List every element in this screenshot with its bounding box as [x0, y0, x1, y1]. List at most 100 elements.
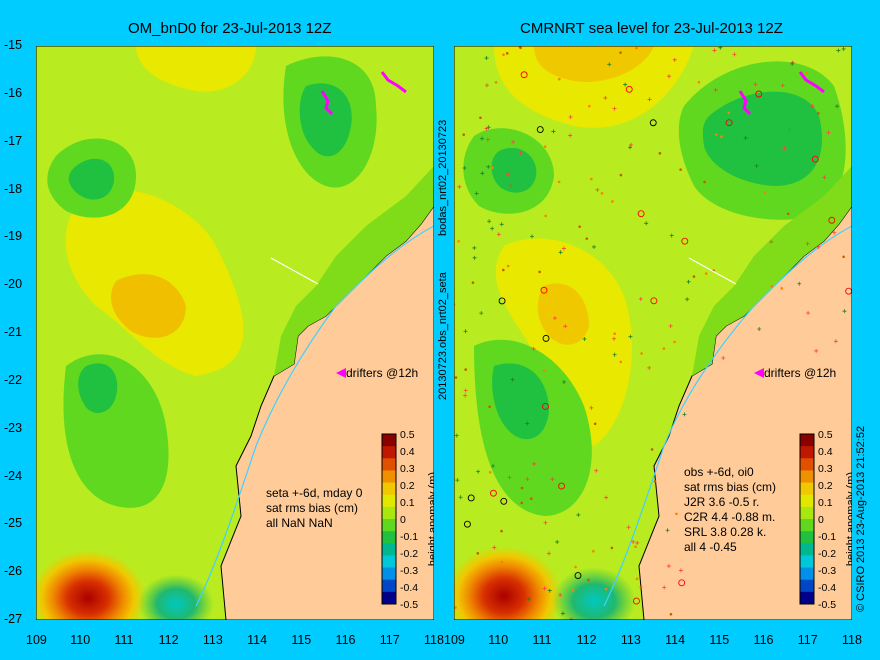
- lon-tick-label: 115: [709, 633, 730, 647]
- colorbar-swatch: [382, 567, 396, 581]
- lon-tick-label: 115: [291, 633, 312, 647]
- colorbar-label: height anomaly (m): [845, 472, 852, 566]
- observation-markers: [454, 46, 852, 620]
- copyright-label: © CSIRO 2013 23-Aug-2013 21:52:52: [855, 425, 867, 612]
- lat-tick-label: -25: [4, 516, 23, 531]
- colorbar-tick-label: -0.4: [818, 582, 836, 594]
- colorbar-tick-label: 0.1: [400, 497, 415, 509]
- drifters-label: drifters @12h: [346, 366, 418, 380]
- colorbar-swatch: [382, 470, 396, 484]
- lat-tick-label: -26: [4, 564, 23, 579]
- shelf-contour: [603, 225, 852, 607]
- colorbar-tick-label: -0.5: [400, 599, 418, 611]
- colorbar-swatch: [382, 434, 396, 447]
- colorbar-swatch: [800, 458, 814, 471]
- lon-tick-label: 116: [753, 633, 774, 647]
- colorbar-swatch: [382, 555, 396, 569]
- colorbar-tick-label: 0.3: [818, 463, 833, 475]
- colorbar-tick-label: 0.5: [400, 429, 415, 441]
- drifter-track-2: [798, 71, 825, 94]
- anomaly-high-top-core: [534, 46, 654, 82]
- lon-tick-label: 117: [379, 633, 400, 647]
- lat-tick-label: -20: [4, 277, 23, 292]
- lon-tick-label: 109: [26, 633, 47, 647]
- lat-tick-label: -17: [4, 133, 23, 148]
- anomaly-low-3-core: [492, 363, 549, 440]
- drifter-track-2: [380, 71, 407, 94]
- lon-tick-label: 113: [620, 633, 641, 647]
- colorbar-swatch: [382, 543, 396, 556]
- drifters-label: drifters @12h: [764, 366, 836, 380]
- lat-tick-label: -18: [4, 181, 23, 196]
- stats-line-6: all 4 -0.45: [684, 540, 737, 554]
- colorbar-tick-label: -0.3: [400, 565, 418, 577]
- lon-tick-label: 114: [247, 633, 268, 647]
- colorbar-swatch: [382, 531, 396, 544]
- lon-tick-label: 117: [797, 633, 818, 647]
- stats-line-3: all NaN NaN: [266, 516, 333, 530]
- colorbar-tick-label: -0.1: [400, 531, 418, 543]
- colorbar-tick-label: -0.3: [818, 565, 836, 577]
- colorbar-swatch: [800, 446, 814, 459]
- lon-tick-label: 116: [335, 633, 356, 647]
- bodas-file-label: bodas_nrt02_20130723: [437, 119, 449, 236]
- warm-eddy: [36, 550, 146, 620]
- obs-file-label: 20130723.obs_nrt02_seta: [437, 272, 449, 400]
- colorbar-tick-label: -0.2: [818, 548, 836, 560]
- warm-eddy: [454, 546, 562, 620]
- colorbar-tick-label: 0.1: [818, 497, 833, 509]
- anomaly-high-core: [111, 274, 186, 338]
- anomaly-high-top: [136, 46, 256, 92]
- drifter-legend-arrow: [336, 368, 346, 378]
- lat-tick-label: -27: [4, 612, 23, 626]
- lon-tick-label: 118: [424, 633, 444, 647]
- anomaly-low-1-core: [491, 147, 537, 193]
- lat-tick-label: -22: [4, 372, 23, 387]
- left-map: drifters @12h seta +-6d, mday 0 sat rms …: [36, 46, 434, 620]
- colorbar-tick-label: 0.4: [400, 446, 415, 458]
- drifter-legend-arrow: [754, 368, 764, 378]
- colorbar-swatch: [800, 543, 814, 556]
- lat-tick-label: -23: [4, 420, 23, 435]
- colorbar-swatch: [382, 458, 396, 471]
- colorbar-swatch: [800, 482, 814, 496]
- coastal-green: [692, 166, 852, 376]
- colorbar-swatch: [382, 506, 396, 520]
- colorbar-tick-label: -0.2: [400, 548, 418, 560]
- colorbar-tick-label: 0.4: [818, 446, 833, 458]
- anomaly-low-1-core: [68, 158, 115, 200]
- right-panel-title: CMRNRT sea level for 23-Jul-2013 12Z: [520, 20, 783, 37]
- lon-tick-label: 112: [576, 633, 597, 647]
- colorbar-swatch: [800, 531, 814, 544]
- lat-tick-label: -15: [4, 38, 23, 52]
- colorbar-swatch: [800, 555, 814, 569]
- lon-tick-label: 112: [158, 633, 179, 647]
- colorbar-swatch: [382, 579, 396, 593]
- colorbar-tick-label: -0.4: [400, 582, 418, 594]
- cold-eddy: [138, 574, 214, 620]
- cold-eddy: [552, 567, 636, 620]
- colorbar-tick-label: -0.5: [818, 599, 836, 611]
- colorbar-swatch: [382, 519, 396, 532]
- colorbar-label: height anomaly (m): [427, 472, 434, 566]
- colorbar-swatch: [800, 470, 814, 484]
- lon-tick-label: 110: [488, 633, 509, 647]
- anomaly-low-2-core: [299, 83, 352, 157]
- lon-tick-label: 114: [665, 633, 686, 647]
- colorbar-swatch: [800, 519, 814, 532]
- colorbar-swatch: [800, 579, 814, 593]
- colorbar-swatch: [800, 506, 814, 520]
- stats-line-1: obs +-6d, oi0: [684, 465, 754, 479]
- colorbar-swatch: [382, 494, 396, 508]
- stats-line-1: seta +-6d, mday 0: [266, 486, 363, 500]
- white-transect: [688, 257, 737, 285]
- stats-line-3: J2R 3.6 -0.5 r.: [684, 495, 759, 509]
- colorbar-swatch: [382, 446, 396, 459]
- colorbar-swatch: [800, 567, 814, 581]
- lat-tick-label: -19: [4, 229, 23, 244]
- drifter-track-1: [320, 90, 334, 116]
- lon-tick-label: 109: [444, 633, 465, 647]
- lon-tick-label: 111: [532, 633, 552, 647]
- right-map: drifters @12h obs +-6d, oi0 sat rms bias…: [454, 46, 852, 620]
- left-panel-title: OM_bnD0 for 23-Jul-2013 12Z: [128, 20, 332, 37]
